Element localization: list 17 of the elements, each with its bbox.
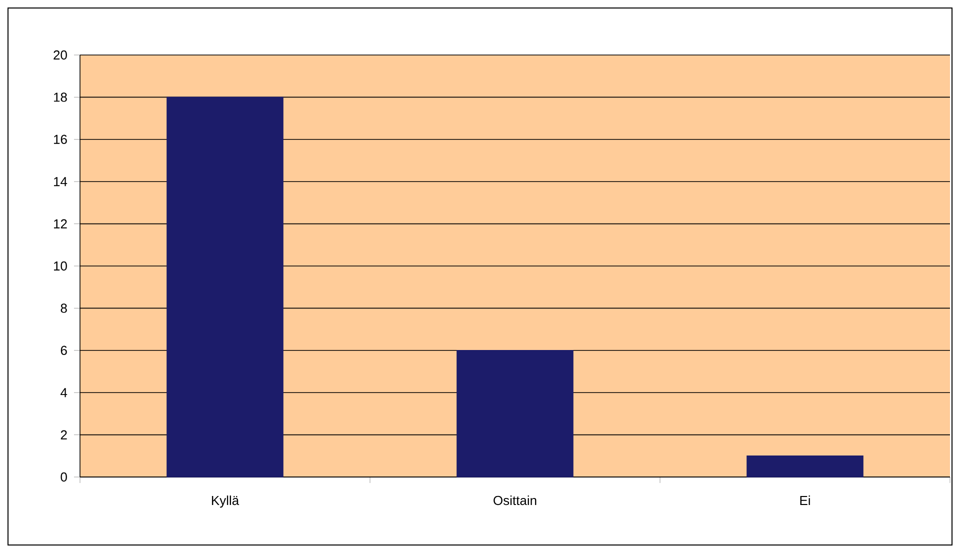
y-tick-label: 10 [54,261,67,271]
y-tick-label: 14 [54,177,68,186]
y-tick-label: 2 [60,430,67,440]
y-tick-label: 6 [60,346,67,355]
x-tick-label: Ei [800,496,810,505]
y-tick-label: 0 [60,472,67,482]
bar [166,96,284,478]
y-tick-label: 20 [54,50,67,60]
y-tick-label: 8 [60,304,67,313]
y-tick-label: 12 [54,219,67,228]
x-tick-label: Osittain [494,496,536,506]
bar [746,456,864,478]
bar [456,350,574,478]
y-tick-label: 4 [60,388,68,398]
x-tick-label: Kyllä [212,496,240,508]
y-tick-label: 16 [54,134,67,144]
y-tick-label: 18 [54,92,67,102]
